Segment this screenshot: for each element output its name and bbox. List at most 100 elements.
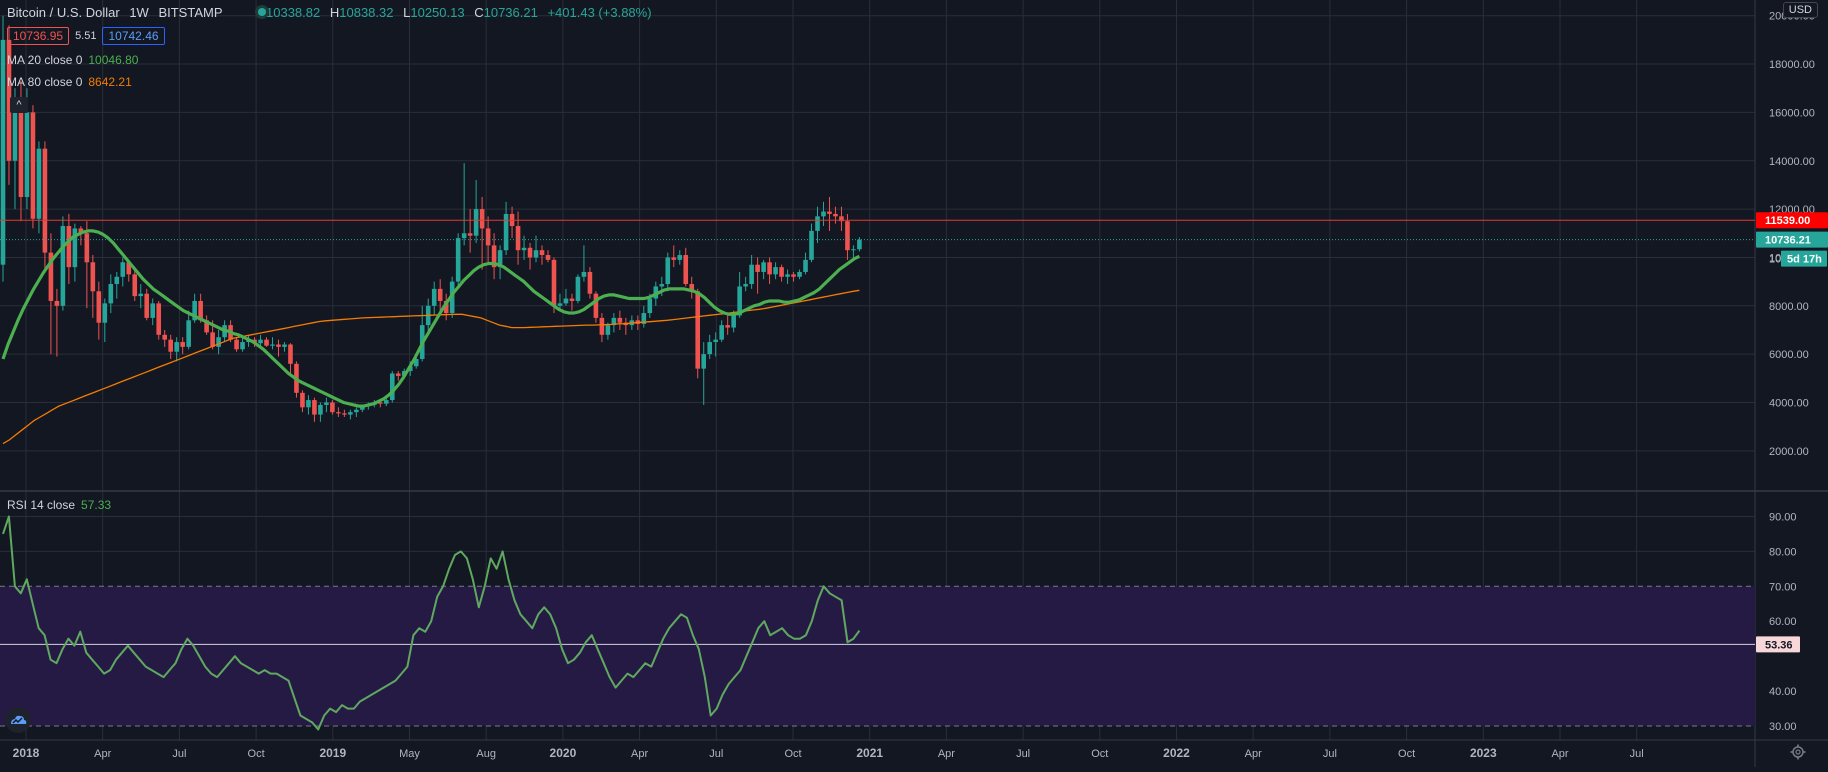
candle-body[interactable]	[144, 293, 150, 318]
candle-body[interactable]	[791, 274, 796, 277]
candle-body[interactable]	[78, 228, 84, 234]
candle-body[interactable]	[306, 400, 311, 408]
candle-body[interactable]	[767, 262, 772, 275]
tradingview-cloud-icon[interactable]	[5, 707, 31, 733]
candle-body[interactable]	[701, 354, 707, 369]
candle-body[interactable]	[533, 250, 539, 258]
currency-button[interactable]: USD	[1782, 2, 1818, 18]
candle-body[interactable]	[743, 284, 748, 287]
candle-body[interactable]	[312, 400, 317, 415]
candle-body[interactable]	[809, 230, 814, 260]
candle-body[interactable]	[521, 247, 527, 251]
candle-body[interactable]	[126, 262, 132, 275]
candle-body[interactable]	[467, 233, 473, 236]
candle-body[interactable]	[503, 213, 509, 251]
candle-body[interactable]	[132, 274, 138, 297]
candle-body[interactable]	[443, 300, 449, 314]
candle-body[interactable]	[689, 284, 695, 292]
candle-body[interactable]	[713, 339, 718, 343]
collapse-legend-button[interactable]: ^	[10, 97, 28, 113]
bid-price[interactable]: 10736.95	[7, 27, 70, 45]
candle-body[interactable]	[186, 320, 191, 347]
candle-body[interactable]	[348, 412, 353, 415]
candle-body[interactable]	[539, 250, 545, 256]
candle-body[interactable]	[617, 317, 623, 323]
candle-body[interactable]	[378, 402, 383, 404]
candle-body[interactable]	[270, 344, 275, 346]
candle-body[interactable]	[114, 276, 120, 285]
candle-body[interactable]	[6, 39, 12, 161]
candle-body[interactable]	[180, 342, 185, 347]
candle-body[interactable]	[24, 112, 30, 198]
candle-body[interactable]	[108, 284, 114, 304]
candle-body[interactable]	[336, 412, 341, 414]
candle-body[interactable]	[282, 344, 287, 347]
candle-body[interactable]	[383, 400, 389, 404]
candle-body[interactable]	[845, 221, 850, 251]
candle-body[interactable]	[389, 373, 395, 401]
candle-body[interactable]	[551, 259, 557, 306]
candle-body[interactable]	[815, 216, 820, 231]
candle-body[interactable]	[545, 255, 551, 260]
candle-body[interactable]	[66, 226, 72, 268]
candle-body[interactable]	[240, 342, 245, 350]
candle-body[interactable]	[60, 226, 66, 306]
candle-body[interactable]	[833, 213, 838, 217]
candle-body[interactable]	[719, 325, 724, 340]
candle-body[interactable]	[90, 262, 96, 292]
candle-body[interactable]	[821, 211, 826, 217]
candle-body[interactable]	[599, 317, 605, 335]
candle-body[interactable]	[773, 267, 778, 275]
candle-body[interactable]	[342, 413, 347, 415]
symbol-name[interactable]: Bitcoin / U.S. Dollar	[7, 5, 120, 20]
candle-body[interactable]	[324, 402, 329, 405]
candle-body[interactable]	[671, 257, 677, 260]
candle-body[interactable]	[575, 276, 581, 301]
candle-body[interactable]	[659, 284, 665, 287]
gear-icon[interactable]	[1790, 744, 1806, 760]
candle-body[interactable]	[461, 233, 467, 239]
candle-body[interactable]	[785, 274, 790, 277]
candle-body[interactable]	[569, 298, 575, 301]
symbol-legend[interactable]: Bitcoin / U.S. Dollar 1W BITSTAMP O10338…	[7, 5, 658, 20]
candle-body[interactable]	[491, 245, 497, 268]
candle-body[interactable]	[234, 339, 239, 350]
candle-body[interactable]	[797, 271, 802, 277]
candle-body[interactable]	[198, 300, 203, 321]
candle-body[interactable]	[683, 255, 689, 285]
candle-body[interactable]	[54, 300, 60, 306]
candle-body[interactable]	[851, 249, 856, 251]
candle-body[interactable]	[587, 271, 593, 294]
candle-body[interactable]	[677, 255, 683, 260]
candle-body[interactable]	[288, 344, 293, 364]
candle-body[interactable]	[605, 325, 611, 335]
candle-body[interactable]	[216, 337, 221, 347]
ask-price[interactable]: 10742.46	[102, 27, 165, 45]
candle-body[interactable]	[204, 320, 209, 333]
candle-body[interactable]	[318, 404, 323, 415]
candle-body[interactable]	[515, 226, 521, 251]
candle-body[interactable]	[150, 303, 156, 318]
rsi-legend[interactable]: RSI 14 close 57.33	[7, 498, 111, 512]
candle-body[interactable]	[527, 247, 533, 258]
candle-body[interactable]	[641, 313, 647, 324]
candle-body[interactable]	[96, 291, 102, 323]
candle-body[interactable]	[258, 339, 263, 344]
candle-body[interactable]	[0, 39, 6, 265]
candle-body[interactable]	[749, 264, 754, 285]
candle-body[interactable]	[162, 334, 168, 340]
candle-body[interactable]	[557, 303, 563, 306]
candle-body[interactable]	[360, 406, 365, 410]
candle-body[interactable]	[581, 271, 587, 277]
candle-body[interactable]	[72, 228, 78, 268]
candle-body[interactable]	[120, 262, 126, 277]
candle-body[interactable]	[737, 286, 742, 316]
candle-body[interactable]	[731, 315, 736, 328]
candle-body[interactable]	[479, 209, 485, 229]
candle-body[interactable]	[725, 325, 730, 328]
candle-body[interactable]	[192, 300, 197, 321]
candle-body[interactable]	[695, 291, 701, 369]
candle-body[interactable]	[611, 317, 617, 326]
